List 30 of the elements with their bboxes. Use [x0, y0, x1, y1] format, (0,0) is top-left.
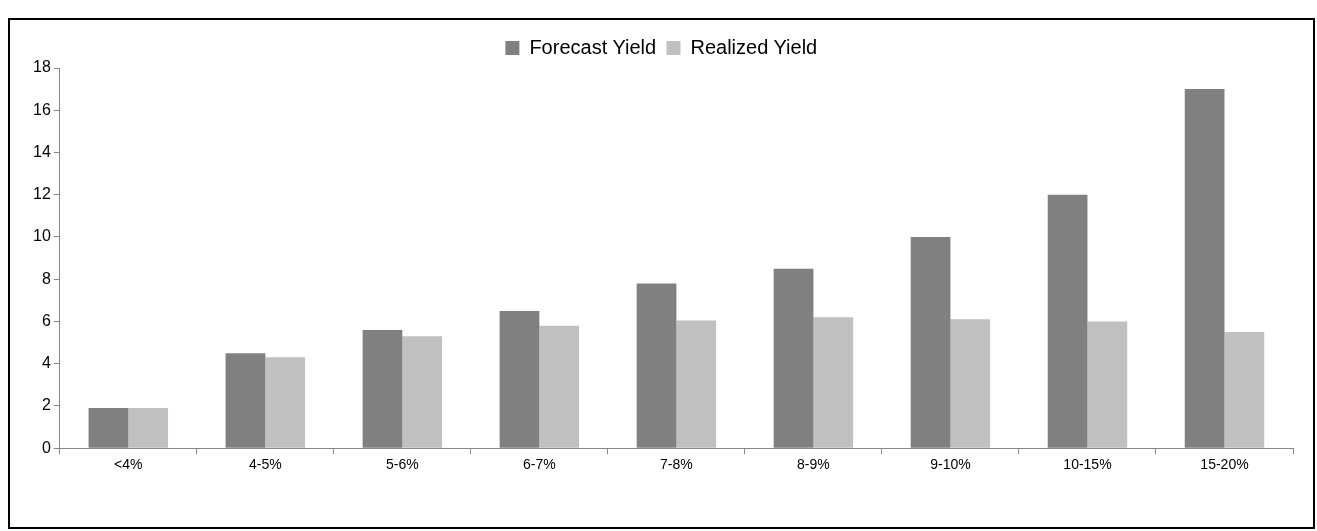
y-tick-label: 10 — [33, 227, 51, 245]
y-tick-label: 0 — [41, 438, 51, 456]
x-tick-label: 9-10% — [930, 456, 971, 473]
x-tick-label: 5-6% — [386, 456, 419, 473]
bar — [676, 320, 717, 448]
x-tick-label: <4% — [114, 456, 143, 473]
y-tick-label: 2 — [41, 396, 51, 414]
bar — [539, 325, 580, 448]
y-tick-label: 12 — [33, 185, 51, 203]
legend-label: Realized Yield — [690, 35, 818, 58]
bar — [265, 357, 306, 448]
bar — [813, 317, 854, 448]
x-tick-label: 6-7% — [523, 456, 556, 473]
bar — [1087, 321, 1128, 448]
bar — [950, 319, 991, 448]
x-tick-label: 7-8% — [660, 456, 693, 473]
x-tick-label: 10-15% — [1063, 456, 1112, 473]
y-tick-label: 18 — [33, 58, 51, 76]
x-tick-label: 8-9% — [797, 456, 830, 473]
y-tick-label: 4 — [41, 354, 51, 372]
x-tick-label: 15-20% — [1200, 456, 1249, 473]
y-tick-label: 6 — [41, 311, 51, 329]
bar — [128, 408, 169, 448]
y-tick-label: 8 — [41, 269, 51, 287]
x-tick-label: 4-5% — [248, 456, 282, 473]
bar — [1224, 332, 1265, 448]
y-tick-label: 16 — [33, 100, 51, 118]
y-tick-label: 14 — [33, 142, 51, 160]
legend-label: Forecast Yield — [529, 35, 657, 58]
bar — [402, 336, 443, 448]
